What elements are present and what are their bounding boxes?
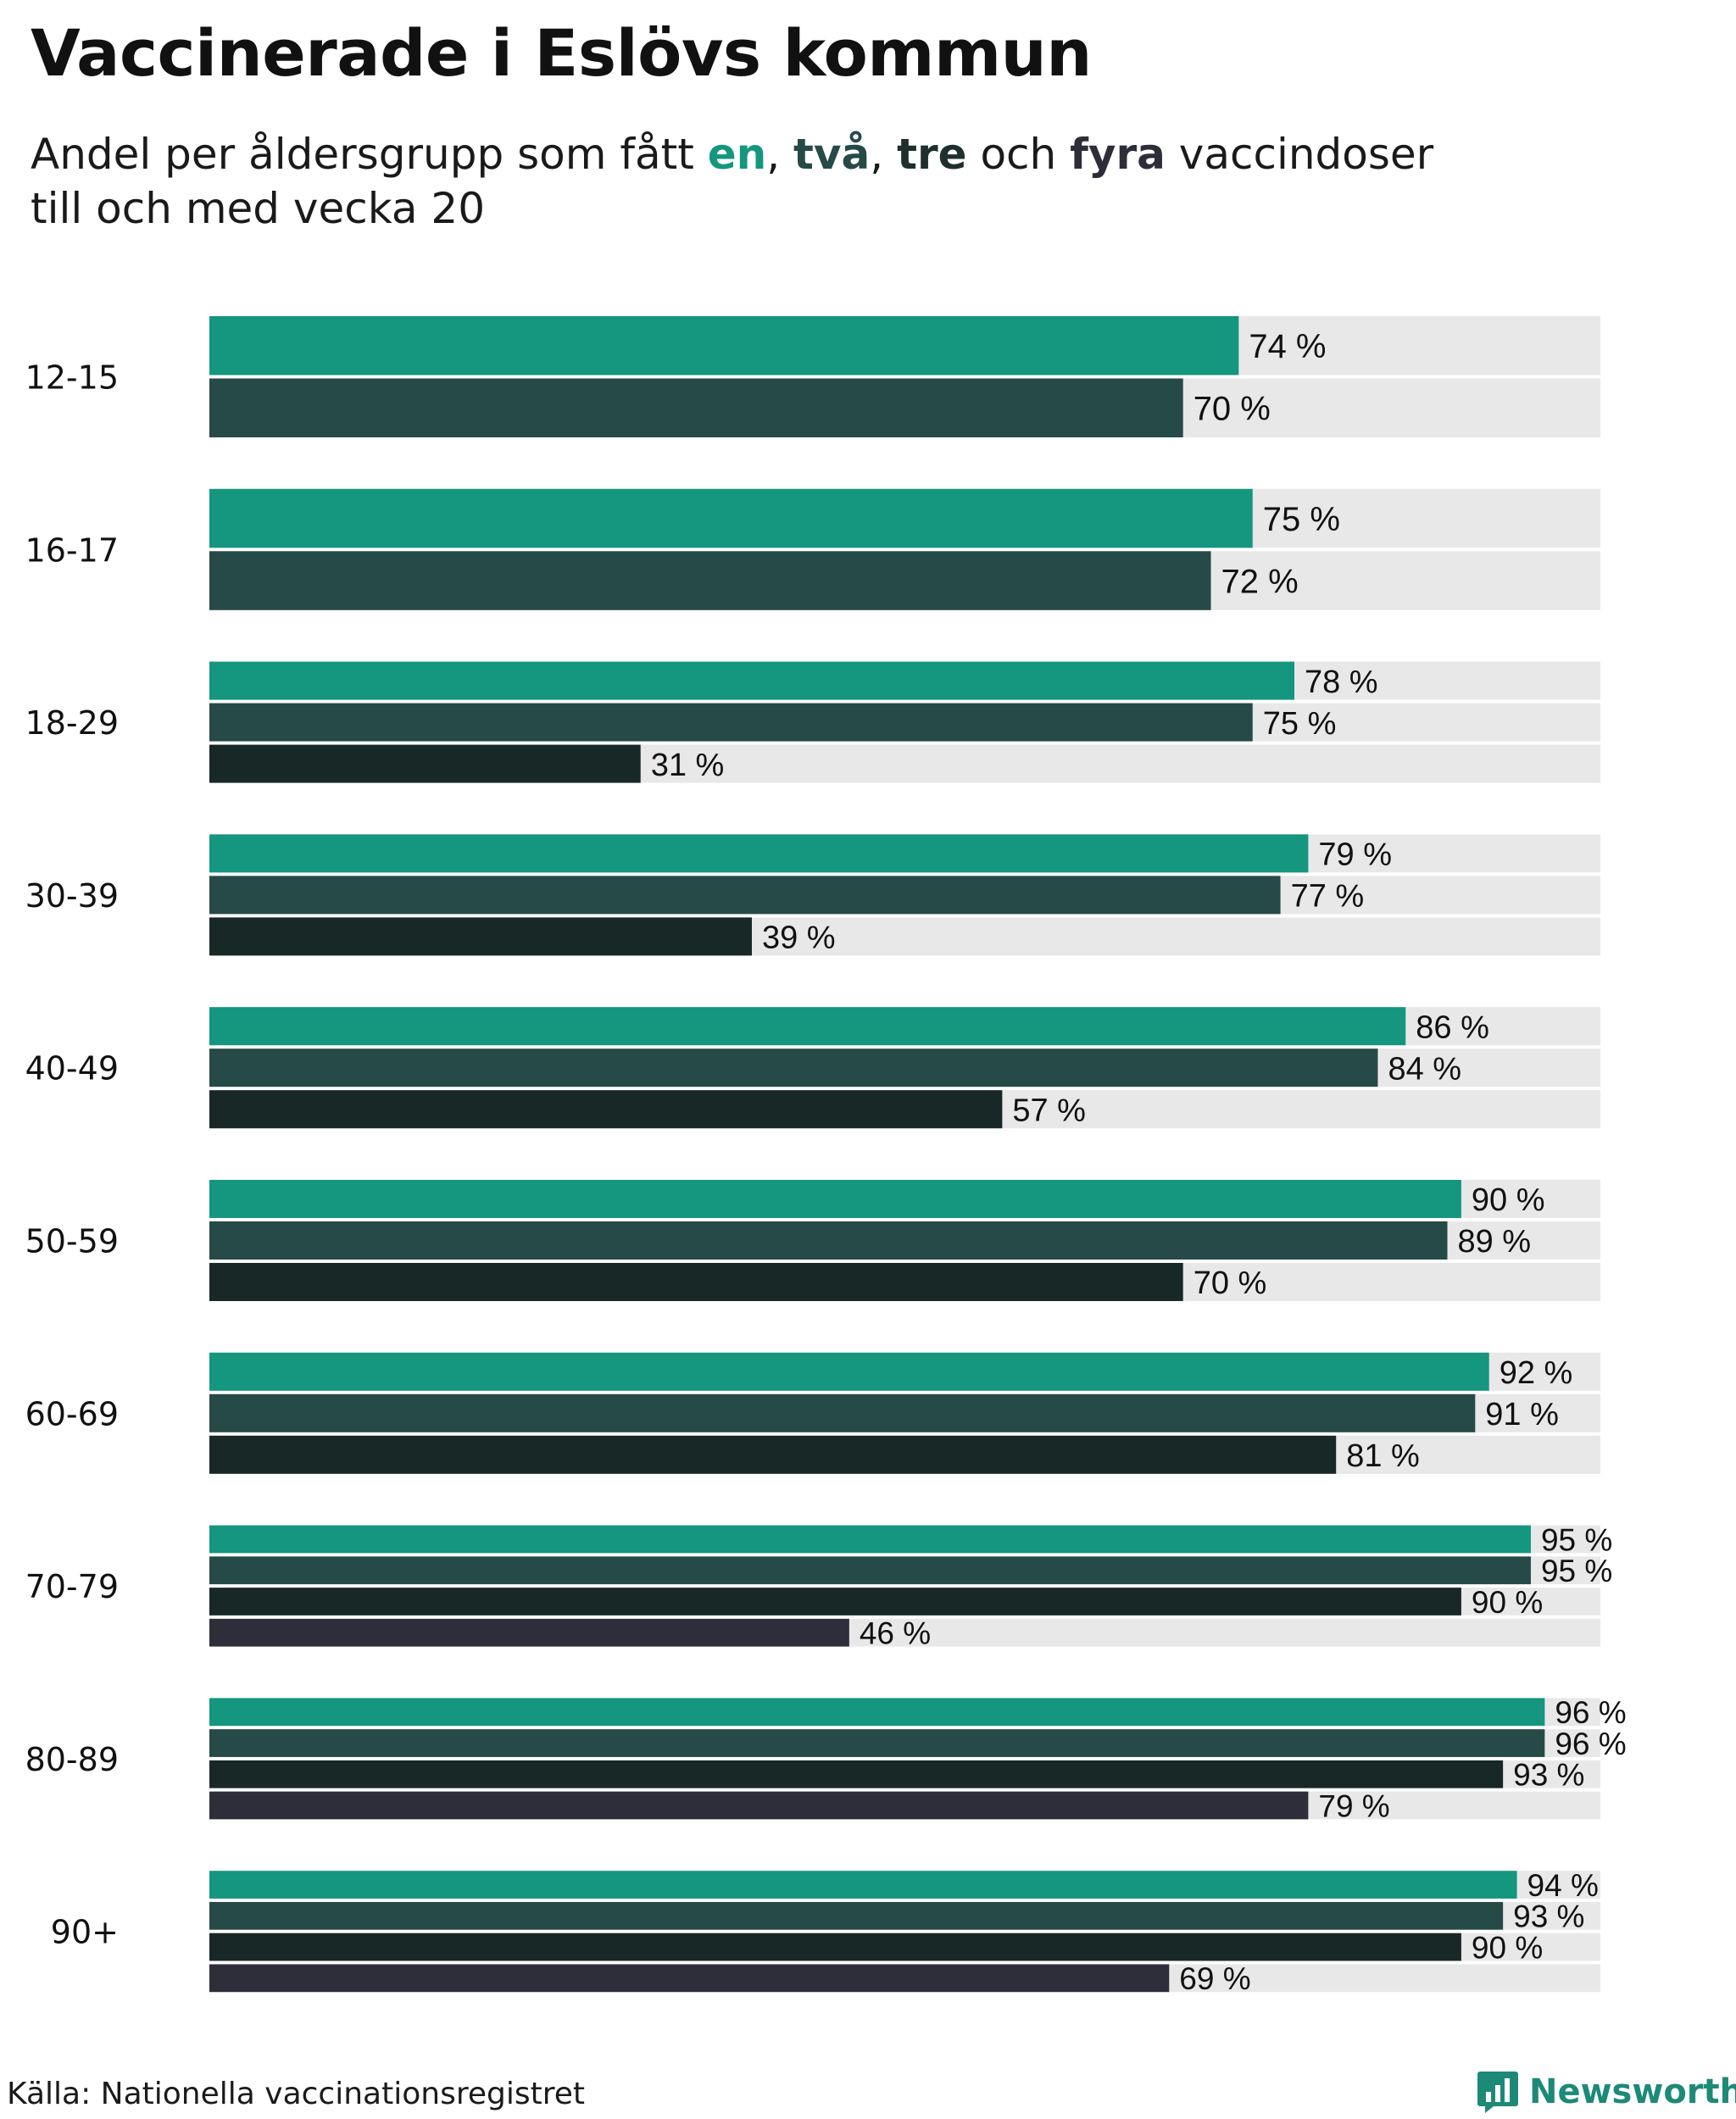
data-label: 95 % bbox=[1541, 1522, 1612, 1557]
bar-18-29-tre bbox=[209, 744, 641, 783]
bar-50-59-en bbox=[209, 1180, 1461, 1218]
data-label: 94 % bbox=[1527, 1868, 1599, 1903]
bar-18-29-två bbox=[209, 703, 1253, 742]
data-label: 74 % bbox=[1249, 328, 1326, 365]
data-label: 96 % bbox=[1555, 1695, 1626, 1730]
category-label: 80-89 bbox=[25, 1741, 119, 1778]
data-label: 57 % bbox=[1012, 1093, 1086, 1128]
bar-80-89-tre bbox=[209, 1760, 1504, 1788]
bar-60-69-tre bbox=[209, 1435, 1337, 1474]
data-label: 46 % bbox=[860, 1616, 931, 1651]
chart-subtitle: Andel per åldersgrupp som fått en, två, … bbox=[31, 127, 1641, 236]
data-label: 75 % bbox=[1263, 501, 1340, 538]
data-label: 91 % bbox=[1485, 1397, 1559, 1432]
bar-50-59-två bbox=[209, 1221, 1448, 1260]
data-label: 96 % bbox=[1555, 1727, 1626, 1761]
data-label: 90 % bbox=[1472, 1930, 1543, 1965]
bar-90+-fyra bbox=[209, 1964, 1170, 1993]
data-label: 72 % bbox=[1221, 563, 1299, 600]
data-label: 93 % bbox=[1513, 1899, 1584, 1934]
data-label: 31 % bbox=[651, 748, 725, 783]
data-label: 89 % bbox=[1457, 1224, 1531, 1260]
bar-70-79-tre bbox=[209, 1588, 1461, 1616]
data-label: 93 % bbox=[1513, 1758, 1584, 1793]
data-label: 75 % bbox=[1263, 706, 1337, 742]
brand-logo: Newsworthy bbox=[1477, 2070, 1736, 2114]
bar-40-49-en bbox=[209, 1007, 1406, 1046]
bar-90+-en bbox=[209, 1871, 1517, 1899]
category-label: 50-59 bbox=[25, 1223, 119, 1260]
brand-name: Newsworthy bbox=[1529, 2072, 1736, 2111]
category-label: 16-17 bbox=[25, 531, 119, 569]
bar-80-89-fyra bbox=[209, 1791, 1309, 1820]
bar-12-15-två bbox=[209, 378, 1183, 437]
data-label: 78 % bbox=[1305, 665, 1378, 700]
data-label: 81 % bbox=[1346, 1438, 1420, 1474]
subtitle-text-3: vaccindoser bbox=[1165, 130, 1434, 179]
subtitle-dose-1: en bbox=[707, 130, 767, 179]
bar-40-49-två bbox=[209, 1048, 1378, 1087]
subtitle-dose-3: tre bbox=[897, 130, 967, 179]
chart-title: Vaccinerade i Eslövs kommun bbox=[31, 15, 1092, 91]
subtitle-dose-2: två bbox=[793, 130, 871, 179]
bar-50-59-tre bbox=[209, 1263, 1183, 1301]
newsworthy-logo-icon bbox=[1477, 2072, 1518, 2113]
bar-30-39-två bbox=[209, 876, 1281, 915]
bar-chart: 12-15 74 % 70 % 16-17 75 % 72 % 18-29 78 % 75 % 3… bbox=[25, 316, 1627, 1996]
bar-90+-tre bbox=[209, 1933, 1461, 1961]
bar-16-17-två bbox=[209, 551, 1211, 610]
category-label: 90+ bbox=[51, 1914, 119, 1951]
subtitle-sep-1: , bbox=[766, 130, 794, 179]
data-label: 90 % bbox=[1472, 1182, 1545, 1218]
data-label: 90 % bbox=[1472, 1585, 1543, 1620]
data-label: 92 % bbox=[1500, 1355, 1573, 1391]
category-label: 70-79 bbox=[25, 1568, 119, 1605]
data-label: 69 % bbox=[1179, 1961, 1250, 1996]
category-label: 40-49 bbox=[25, 1050, 119, 1087]
bar-12-15-en bbox=[209, 316, 1239, 375]
bar-70-79-en bbox=[209, 1525, 1531, 1554]
data-label: 77 % bbox=[1291, 879, 1365, 915]
data-label: 84 % bbox=[1388, 1051, 1461, 1087]
subtitle-sep-2: , bbox=[870, 130, 898, 179]
bar-90+-två bbox=[209, 1901, 1504, 1930]
bar-30-39-en bbox=[209, 834, 1309, 873]
data-label: 70 % bbox=[1194, 391, 1271, 428]
category-label: 12-15 bbox=[25, 359, 119, 397]
data-label: 86 % bbox=[1416, 1009, 1489, 1045]
bar-60-69-två bbox=[209, 1393, 1476, 1432]
bar-70-79-fyra bbox=[209, 1618, 849, 1647]
data-label: 79 % bbox=[1318, 837, 1392, 873]
category-label: 18-29 bbox=[25, 704, 119, 742]
data-label: 79 % bbox=[1318, 1788, 1389, 1823]
bar-80-89-en bbox=[209, 1698, 1545, 1727]
data-label: 70 % bbox=[1194, 1265, 1267, 1301]
bar-18-29-en bbox=[209, 661, 1294, 700]
subtitle-text-2: och bbox=[966, 130, 1071, 179]
subtitle-line-2: till och med vecka 20 bbox=[31, 184, 486, 233]
bar-16-17-en bbox=[209, 488, 1253, 548]
bar-60-69-en bbox=[209, 1352, 1489, 1391]
bar-70-79-två bbox=[209, 1556, 1531, 1585]
subtitle-text-1: Andel per åldersgrupp som fått bbox=[31, 130, 708, 179]
data-label: 95 % bbox=[1541, 1554, 1612, 1588]
bar-80-89-två bbox=[209, 1729, 1545, 1757]
bar-40-49-tre bbox=[209, 1090, 1003, 1129]
data-label: 39 % bbox=[762, 920, 836, 956]
category-label: 60-69 bbox=[25, 1395, 119, 1432]
bar-30-39-tre bbox=[209, 917, 752, 956]
subtitle-dose-4: fyra bbox=[1070, 130, 1166, 179]
source-note: Källa: Nationella vaccinationsregistret bbox=[7, 2077, 585, 2111]
category-label: 30-39 bbox=[25, 877, 119, 915]
